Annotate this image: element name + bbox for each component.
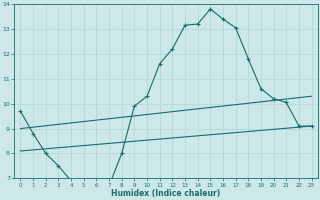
X-axis label: Humidex (Indice chaleur): Humidex (Indice chaleur) [111, 189, 221, 198]
